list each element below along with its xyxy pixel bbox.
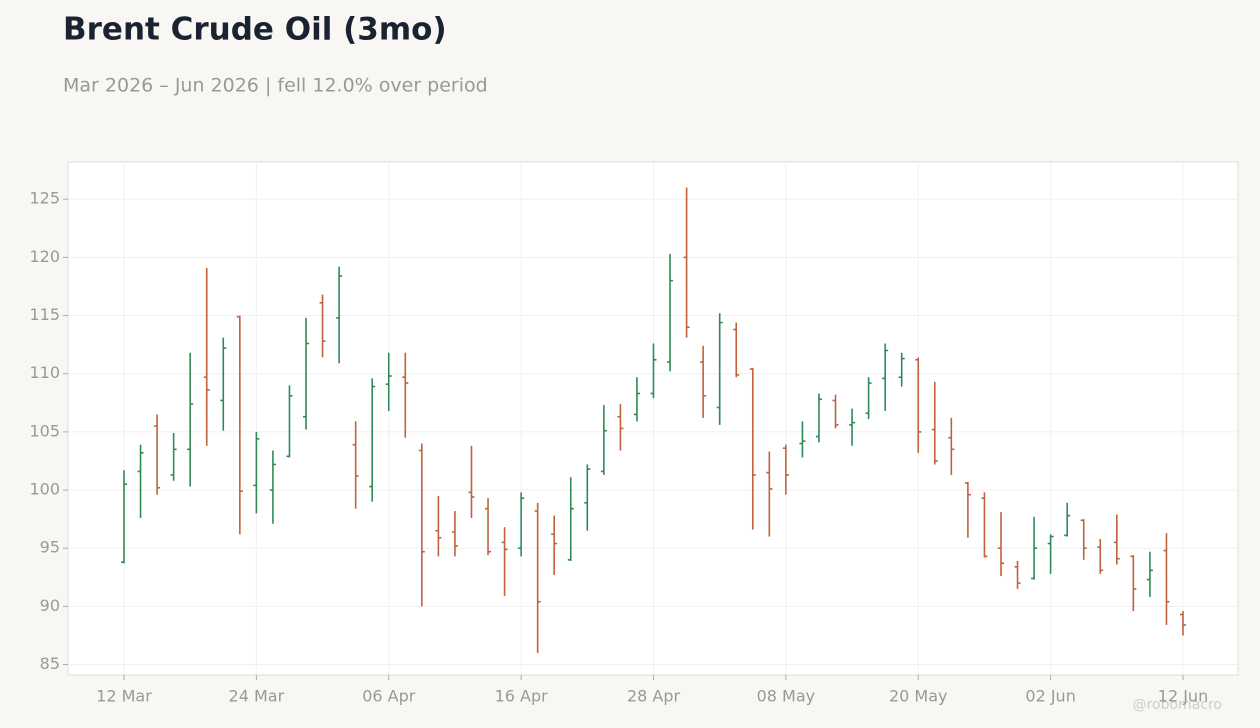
chart-subtitle: Mar 2026 – Jun 2026 | fell 12.0% over pe…	[63, 75, 488, 97]
chart-title: Brent Crude Oil (3mo)	[63, 12, 447, 48]
x-tick-label: 12 Mar	[96, 687, 152, 706]
x-tick-label: 28 Apr	[627, 687, 681, 706]
x-tick-label: 12 Jun	[1158, 687, 1208, 706]
y-tick-label: 95	[40, 538, 60, 557]
y-tick-label: 100	[29, 480, 60, 499]
y-tick-label: 110	[29, 363, 60, 382]
x-tick-label: 24 Mar	[229, 687, 285, 706]
x-tick-label: 16 Apr	[495, 687, 549, 706]
x-tick-label: 08 May	[757, 687, 816, 706]
y-tick-label: 115	[29, 305, 60, 324]
y-tick-label: 105	[29, 421, 60, 440]
x-tick-label: 06 Apr	[362, 687, 416, 706]
y-tick-label: 90	[40, 596, 60, 615]
x-tick-label: 02 Jun	[1025, 687, 1075, 706]
y-tick-label: 85	[40, 654, 60, 673]
y-tick-label: 120	[29, 247, 60, 266]
watermark: @robomacro	[1133, 697, 1222, 713]
y-tick-label: 125	[29, 189, 60, 208]
x-tick-label: 20 May	[889, 687, 948, 706]
